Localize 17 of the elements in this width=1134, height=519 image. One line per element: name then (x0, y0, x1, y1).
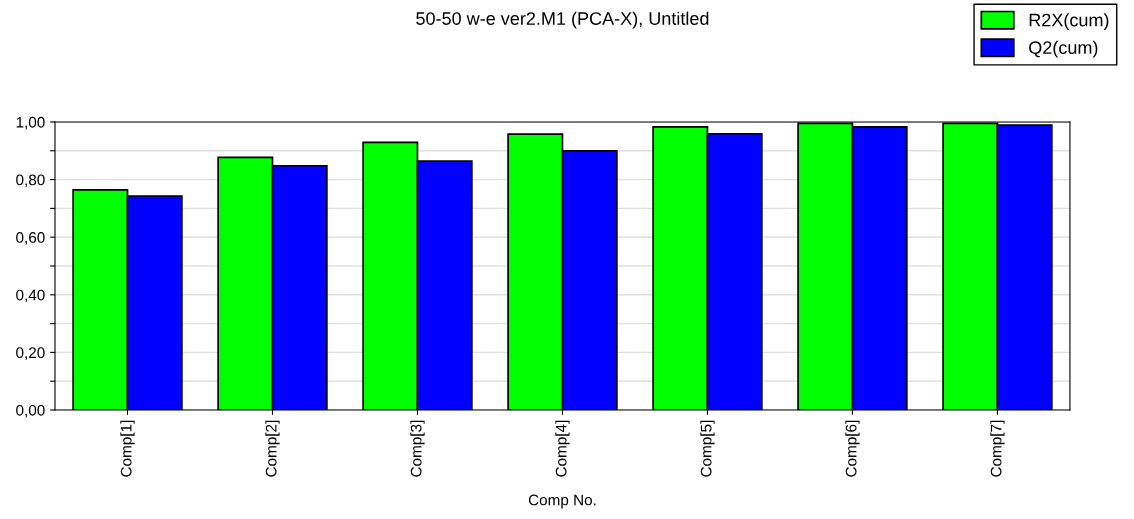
x-tick-label: Comp[6] (845, 420, 860, 477)
y-tick-label: 0,60 (16, 232, 45, 245)
y-tick-label: 0,20 (16, 347, 45, 360)
x-tick-label: Comp[3] (410, 420, 425, 477)
legend-label: R2X(cum) (1029, 13, 1109, 31)
y-tick-label: 0,80 (16, 174, 45, 188)
x-tick-label: Comp[2] (265, 420, 280, 477)
x-tick-label: Comp[5] (700, 420, 715, 477)
legend-label: Q2(cum) (1029, 40, 1098, 58)
y-tick-label: 0,00 (16, 404, 45, 418)
x-tick-label: Comp[1] (120, 420, 135, 477)
chart-title: 50-50 w-e ver2.M1 (PCA-X), Untitled (416, 11, 709, 29)
x-axis-title: Comp No. (528, 494, 596, 509)
y-tick-label: 1,00 (16, 116, 45, 130)
x-tick-label: Comp[7] (990, 420, 1005, 477)
y-tick-label: 0,40 (16, 289, 45, 303)
x-tick-label: Comp[4] (555, 420, 570, 477)
